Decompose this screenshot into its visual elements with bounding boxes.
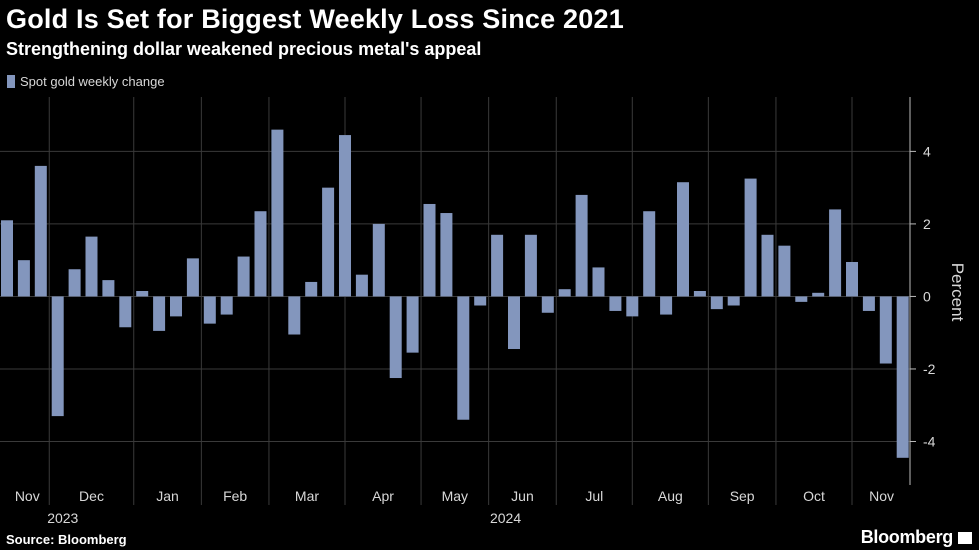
bar xyxy=(186,258,199,297)
bar xyxy=(744,178,757,297)
bar xyxy=(474,296,487,306)
x-tick-label: Apr xyxy=(372,488,394,504)
x-tick-label: Jun xyxy=(511,488,534,504)
x-tick-label: Nov xyxy=(869,488,894,504)
bar xyxy=(136,291,149,297)
bar xyxy=(423,203,436,297)
bar xyxy=(119,296,132,328)
bar xyxy=(829,209,842,297)
x-tick-label: Jul xyxy=(585,488,603,504)
y-tick-label: 2 xyxy=(923,216,931,232)
grid-layer xyxy=(0,97,910,505)
x-tick-label: Sep xyxy=(730,488,755,504)
y-tick-label: -4 xyxy=(923,433,936,449)
x-tick-label: Aug xyxy=(658,488,683,504)
bar xyxy=(51,296,64,417)
bar xyxy=(812,292,825,297)
x-tick-label: Mar xyxy=(295,488,319,504)
x-year-label: 2024 xyxy=(490,510,521,526)
bar xyxy=(220,296,233,315)
legend-label: Spot gold weekly change xyxy=(20,74,165,89)
bar xyxy=(558,289,571,297)
bar xyxy=(322,187,335,297)
x-year-label: 2023 xyxy=(47,510,78,526)
bar xyxy=(575,194,588,297)
x-tick-label: Nov xyxy=(15,488,40,504)
x-tick-label: Dec xyxy=(79,488,104,504)
bar xyxy=(541,296,554,313)
bar xyxy=(170,296,182,317)
bar xyxy=(34,165,47,297)
bar xyxy=(862,296,875,311)
chart-title: Gold Is Set for Biggest Weekly Loss Sinc… xyxy=(6,4,624,34)
bar xyxy=(524,234,537,297)
y-tick-label: 4 xyxy=(923,143,931,159)
bar xyxy=(609,296,622,311)
bar xyxy=(372,223,385,297)
bar xyxy=(17,260,30,297)
chart-subtitle: Strengthening dollar weakened precious m… xyxy=(6,39,482,59)
bar xyxy=(710,296,723,310)
bar xyxy=(727,296,740,306)
bar xyxy=(153,296,166,331)
legend-swatch xyxy=(7,75,15,88)
bar xyxy=(68,269,81,297)
bar xyxy=(271,129,284,297)
bar xyxy=(406,296,419,353)
bar xyxy=(491,234,504,297)
bar xyxy=(643,211,656,297)
bar xyxy=(879,296,892,364)
source-note: Source: Bloomberg xyxy=(6,532,127,547)
y-axis-label: Percent xyxy=(948,263,967,322)
bar xyxy=(778,245,791,297)
bar xyxy=(305,281,318,297)
bar xyxy=(102,280,115,297)
bar xyxy=(389,296,402,379)
bar xyxy=(237,256,250,297)
axis-layer: -4 -2 0 2 4 Nov Dec Jan Feb Mar Apr May Jun Jul Aug Sep… xyxy=(15,97,936,526)
bloomberg-logo: Bloomberg xyxy=(860,527,954,547)
legend: Spot gold weekly change xyxy=(7,74,165,89)
y-tick-label: 0 xyxy=(923,288,931,304)
bar xyxy=(440,213,453,297)
bar xyxy=(660,296,673,315)
bar xyxy=(795,296,808,302)
bar xyxy=(457,296,470,420)
bar xyxy=(592,267,605,297)
bar xyxy=(677,182,689,297)
bar xyxy=(339,135,351,297)
bar xyxy=(508,296,520,350)
bar xyxy=(288,296,301,335)
bar xyxy=(355,274,368,297)
bar-layer xyxy=(1,129,909,458)
bar xyxy=(626,296,639,317)
x-tick-label: Oct xyxy=(803,488,825,504)
x-tick-label: May xyxy=(442,488,468,504)
bar xyxy=(85,236,98,297)
bar xyxy=(693,291,706,297)
bar xyxy=(846,261,858,297)
x-tick-label: Feb xyxy=(223,488,247,504)
bar xyxy=(1,220,13,297)
bar xyxy=(203,296,216,324)
bar xyxy=(896,296,909,458)
bar xyxy=(761,234,774,297)
x-tick-label: Jan xyxy=(156,488,179,504)
y-tick-label: -2 xyxy=(923,361,936,377)
bloomberg-logo-icon xyxy=(958,532,972,544)
bar xyxy=(254,211,267,297)
